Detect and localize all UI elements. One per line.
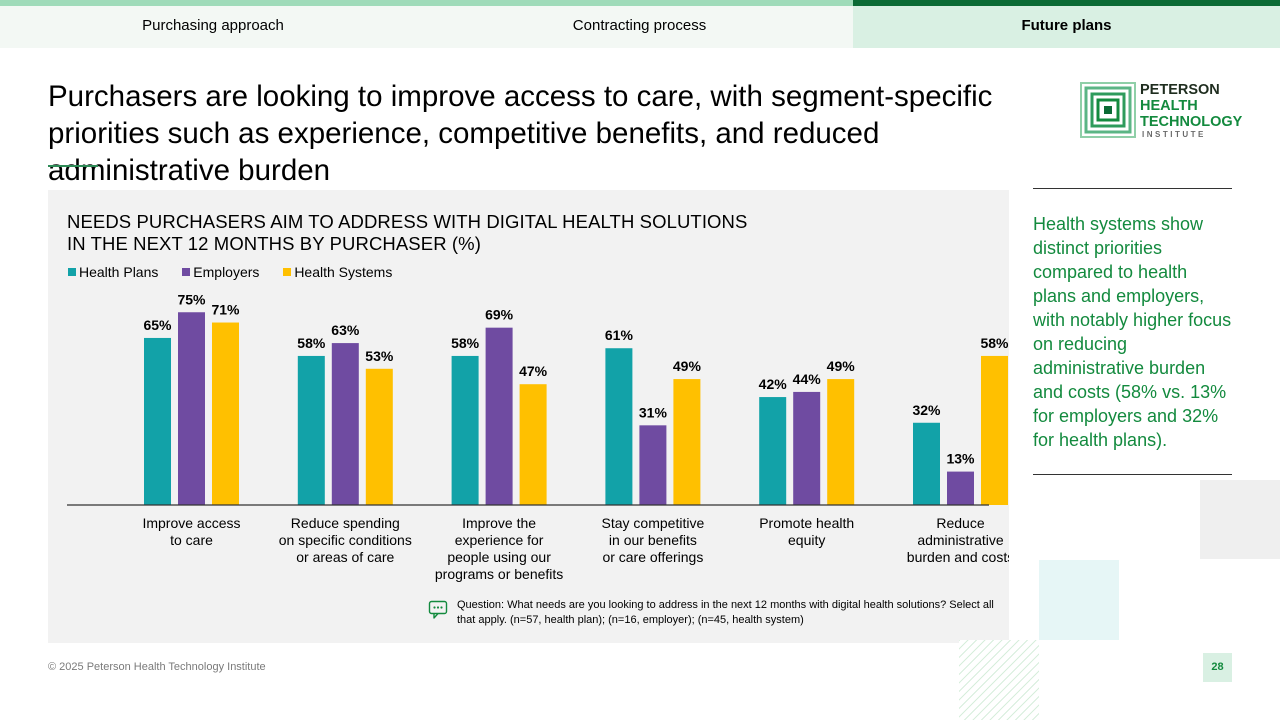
bar — [605, 348, 633, 505]
logo-wordmark: PETERSON HEALTH TECHNOLOGY INSTITUTE — [1140, 82, 1242, 140]
data-label: 49% — [673, 358, 702, 374]
category-label: or care offerings — [602, 549, 703, 565]
chart-title: NEEDS PURCHASERS AIM TO ADDRESS WITH DIG… — [67, 211, 747, 255]
bar — [178, 312, 205, 505]
bar — [485, 327, 513, 505]
bar — [793, 391, 821, 505]
decorative-square-teal — [1039, 560, 1119, 640]
logo-line-4: INSTITUTE — [1142, 130, 1206, 139]
data-label: 42% — [759, 376, 788, 392]
side-note: Health systems show distinct priorities … — [1033, 214, 1232, 450]
data-label: 13% — [946, 451, 975, 467]
category-label: burden and costs — [907, 549, 1009, 565]
legend-item-health-systems: Health Systems — [283, 264, 392, 280]
data-label: 58% — [451, 335, 480, 351]
top-accent-bar-active — [853, 0, 1280, 6]
bar — [913, 422, 940, 505]
category-label: equity — [788, 532, 825, 548]
copyright-footer: © 2025 Peterson Health Technology Instit… — [48, 661, 266, 673]
category-label: people using our — [447, 549, 551, 565]
bar — [673, 379, 701, 505]
chart-title-line-1: NEEDS PURCHASERS AIM TO ADDRESS WITH DIG… — [67, 211, 748, 232]
tab-purchasing-approach[interactable]: Purchasing approach — [0, 6, 426, 48]
data-label: 53% — [365, 348, 394, 364]
data-label: 75% — [177, 291, 206, 307]
decorative-square-gray — [1200, 480, 1280, 559]
title-underline — [48, 165, 98, 167]
decorative-square-hatched — [959, 640, 1039, 720]
category-label: Reduce — [936, 515, 984, 531]
bar — [297, 355, 325, 505]
category-label: in our benefits — [609, 532, 697, 548]
data-label: 47% — [519, 363, 548, 379]
side-note-top-rule — [1033, 188, 1232, 189]
chat-bubble-icon — [428, 600, 448, 619]
category-label: programs or benefits — [435, 566, 563, 582]
category-label: Reduce spending — [291, 515, 400, 531]
bar — [759, 397, 787, 505]
page-number: 28 — [1203, 653, 1232, 682]
category-label: Improve access — [142, 515, 240, 531]
page-title: Purchasers are looking to improve access… — [48, 80, 993, 187]
legend-swatch — [283, 268, 292, 277]
top-accent-bar-light — [0, 0, 853, 6]
chart-title-line-2: IN THE NEXT 12 MONTHS BY PURCHASER (%) — [67, 233, 481, 254]
logo-line-3: TECHNOLOGY — [1140, 114, 1243, 130]
bar — [947, 471, 974, 505]
peterson-logo: PETERSON HEALTH TECHNOLOGY INSTITUTE — [1080, 82, 1250, 142]
data-label: 61% — [605, 327, 634, 343]
bar — [451, 355, 479, 505]
bar — [331, 343, 359, 505]
legend-label: Health Plans — [79, 264, 159, 280]
tab-future-plans[interactable]: Future plans — [853, 6, 1280, 48]
tab-contracting-process[interactable]: Contracting process — [426, 6, 853, 48]
category-label: on specific conditions — [279, 532, 412, 548]
legend-item-health-plans: Health Plans — [68, 264, 158, 280]
bar — [365, 368, 393, 505]
data-label: 58% — [297, 335, 326, 351]
legend-label: Health Systems — [294, 264, 393, 280]
category-label: or areas of care — [296, 549, 394, 565]
data-label: 71% — [211, 302, 240, 318]
logo-line-1: PETERSON — [1140, 82, 1220, 98]
category-label: administrative — [917, 532, 1004, 548]
category-label: Promote health — [759, 515, 854, 531]
top-accent-bar — [0, 0, 1280, 6]
bar — [144, 337, 171, 505]
side-note-bottom-rule — [1033, 474, 1232, 475]
category-label: to care — [170, 532, 213, 548]
data-label: 69% — [485, 307, 514, 323]
data-label: 58% — [980, 335, 1009, 351]
bar — [639, 425, 667, 505]
legend-item-employers: Employers — [182, 264, 259, 280]
legend-label: Employers — [193, 264, 260, 280]
bar — [981, 355, 1008, 505]
category-label: Stay competitive — [602, 515, 705, 531]
logo-line-2: HEALTH — [1140, 98, 1198, 114]
data-label: 32% — [912, 402, 941, 418]
category-label: experience for — [455, 532, 544, 548]
category-label: Improve the — [462, 515, 536, 531]
data-label: 65% — [143, 317, 172, 333]
section-tabs: Purchasing approach Contracting process … — [0, 6, 1280, 48]
question-text: Question: What needs are you looking to … — [457, 599, 994, 626]
logo-mark-icon — [1080, 82, 1136, 138]
legend-swatch — [182, 268, 191, 277]
data-label: 63% — [331, 322, 360, 338]
data-label: 49% — [827, 358, 856, 374]
bar — [519, 384, 547, 505]
legend-swatch — [68, 268, 76, 277]
data-label: 31% — [639, 404, 668, 420]
bar — [212, 322, 239, 505]
data-label: 44% — [793, 371, 822, 387]
chart-legend: Health Plans Employers Health Systems — [68, 264, 412, 280]
bar — [827, 379, 855, 505]
